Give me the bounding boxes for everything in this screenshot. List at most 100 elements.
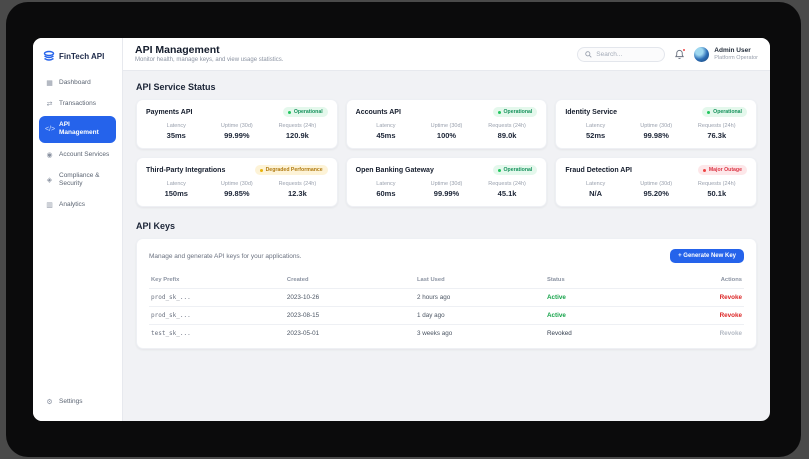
status-cell: Active bbox=[546, 312, 566, 319]
service-name: Payments API bbox=[146, 108, 193, 116]
latency-value: 45ms bbox=[376, 131, 396, 140]
column-last-used: Last Used bbox=[416, 277, 445, 283]
page-heading: API Management Monitor health, manage ke… bbox=[135, 44, 284, 64]
requests-value: 50.1k bbox=[707, 189, 727, 198]
latency-value: 35ms bbox=[166, 131, 186, 140]
requests-label: Requests (24h) bbox=[697, 123, 736, 129]
requests-value: 12.3k bbox=[287, 189, 307, 198]
api-keys-description: Manage and generate API keys for your ap… bbox=[149, 252, 302, 260]
latency-label: Latency bbox=[166, 123, 186, 129]
generate-new-key-button[interactable]: + Generate New Key bbox=[670, 249, 744, 263]
status-label: Operational bbox=[293, 109, 323, 115]
status-cards-grid: Payments API Operational Latency 35ms Up… bbox=[136, 99, 757, 207]
service-name: Identity Service bbox=[565, 108, 618, 116]
main-content: API Service Status Payments API Operatio… bbox=[123, 71, 770, 421]
requests-value: 45.1k bbox=[497, 189, 517, 198]
requests-value: 89.0k bbox=[497, 131, 517, 140]
search-box bbox=[577, 46, 666, 62]
api-keys-card: Manage and generate API keys for your ap… bbox=[136, 238, 757, 349]
status-badge: Operational bbox=[702, 107, 747, 117]
status-badge: Operational bbox=[492, 107, 538, 117]
sidebar-item-label: Dashboard bbox=[59, 79, 91, 86]
latency-label: Latency bbox=[585, 123, 606, 129]
status-dot-icon bbox=[287, 110, 291, 114]
service-status-card: Fraud Detection API Major Outage Latency… bbox=[555, 157, 757, 207]
sidebar-item-account-services[interactable]: ◉ Account Services bbox=[39, 146, 116, 164]
sidebar-footer: ⚙ Settings bbox=[39, 393, 116, 411]
last-used-cell: 1 day ago bbox=[416, 312, 445, 319]
status-dot-icon bbox=[702, 168, 706, 172]
requests-value: 120.9k bbox=[285, 131, 309, 140]
status-badge: Degraded Performance bbox=[254, 165, 328, 175]
uptime-label: Uptime (30d) bbox=[430, 123, 463, 129]
status-label: Operational bbox=[503, 167, 533, 173]
layers-icon bbox=[43, 50, 55, 62]
service-name: Open Banking Gateway bbox=[355, 166, 434, 174]
table-body: prod_sk_... 2023-10-26 2 hours ago Activ… bbox=[149, 289, 744, 342]
status-label: Operational bbox=[713, 109, 742, 115]
search-icon bbox=[585, 50, 592, 58]
brand-logo: FinTech API bbox=[39, 48, 116, 74]
sidebar-item-label: Account Services bbox=[59, 150, 110, 158]
search-input[interactable] bbox=[596, 50, 658, 58]
service-name: Accounts API bbox=[355, 108, 401, 116]
uptime-value: 99.99% bbox=[224, 131, 250, 140]
sidebar-item-settings[interactable]: ⚙ Settings bbox=[39, 393, 116, 411]
page-subtitle: Monitor health, manage keys, and view us… bbox=[135, 57, 284, 64]
status-label: Major Outage bbox=[708, 167, 742, 173]
latency-value: 150ms bbox=[164, 189, 188, 198]
uptime-label: Uptime (30d) bbox=[220, 181, 253, 187]
brand-name: FinTech API bbox=[59, 51, 105, 61]
sidebar-item-analytics[interactable]: ▥ Analytics bbox=[39, 196, 116, 214]
api-keys-toolbar: Manage and generate API keys for your ap… bbox=[149, 249, 744, 263]
key-prefix-cell: prod_sk_... bbox=[151, 294, 191, 301]
last-used-cell: 2 hours ago bbox=[416, 294, 451, 301]
uptime-value: 100% bbox=[436, 131, 457, 140]
uptime-value: 95.20% bbox=[643, 189, 669, 198]
latency-label: Latency bbox=[585, 181, 606, 187]
api-keys-table: Key Prefix Created Last Used Status Acti… bbox=[149, 272, 744, 342]
created-cell: 2023-05-01 bbox=[286, 330, 320, 337]
sidebar-item-transactions[interactable]: ⇄ Transactions bbox=[39, 95, 116, 113]
revoke-button[interactable]: Revoke bbox=[719, 330, 742, 337]
status-label: Operational bbox=[503, 109, 533, 115]
requests-label: Requests (24h) bbox=[278, 181, 317, 187]
user-menu[interactable]: Admin User Platform Operator bbox=[694, 46, 758, 62]
service-status-card: Identity Service Operational Latency 52m… bbox=[555, 99, 757, 149]
revoke-button[interactable]: Revoke bbox=[719, 312, 742, 319]
service-status-card: Payments API Operational Latency 35ms Up… bbox=[136, 99, 338, 149]
requests-label: Requests (24h) bbox=[488, 181, 526, 187]
bell-icon bbox=[674, 49, 685, 60]
service-name: Third-Party Integrations bbox=[146, 166, 226, 174]
sidebar-item-label: API Management bbox=[59, 121, 99, 137]
requests-label: Requests (24h) bbox=[697, 181, 736, 187]
service-status-card: Accounts API Operational Latency 45ms Up… bbox=[345, 99, 548, 149]
status-dot-icon bbox=[497, 110, 501, 114]
sidebar-item-label: Settings bbox=[59, 397, 83, 405]
users-icon: ◉ bbox=[46, 151, 53, 159]
column-status: Status bbox=[546, 277, 565, 283]
avatar bbox=[694, 46, 710, 62]
uptime-label: Uptime (30d) bbox=[430, 181, 463, 187]
status-cell: Revoked bbox=[546, 330, 572, 337]
status-badge: Operational bbox=[492, 165, 538, 175]
sidebar-item-dashboard[interactable]: ▦ Dashboard bbox=[39, 74, 116, 92]
latency-label: Latency bbox=[376, 123, 396, 129]
transactions-icon: ⇄ bbox=[46, 101, 53, 109]
status-label: Degraded Performance bbox=[265, 167, 323, 173]
sidebar-item-api-management[interactable]: </> API Management bbox=[39, 116, 116, 143]
notifications-button[interactable] bbox=[674, 47, 687, 60]
latency-value: 60ms bbox=[376, 189, 396, 198]
status-badge: Operational bbox=[282, 107, 328, 117]
latency-label: Latency bbox=[166, 181, 186, 187]
service-name: Fraud Detection API bbox=[565, 166, 632, 174]
service-status-heading: API Service Status bbox=[136, 82, 216, 92]
revoke-button[interactable]: Revoke bbox=[719, 294, 742, 301]
sidebar-item-compliance-security[interactable]: ◈ Compliance & Security bbox=[39, 167, 116, 193]
shield-icon: ◈ bbox=[46, 176, 53, 184]
created-cell: 2023-08-15 bbox=[286, 312, 320, 319]
table-row: prod_sk_... 2023-10-26 2 hours ago Activ… bbox=[149, 289, 744, 307]
requests-value: 76.3k bbox=[707, 131, 727, 140]
api-keys-heading: API Keys bbox=[136, 221, 176, 231]
app-window: FinTech API ▦ Dashboard ⇄ Transactions <… bbox=[33, 38, 770, 421]
